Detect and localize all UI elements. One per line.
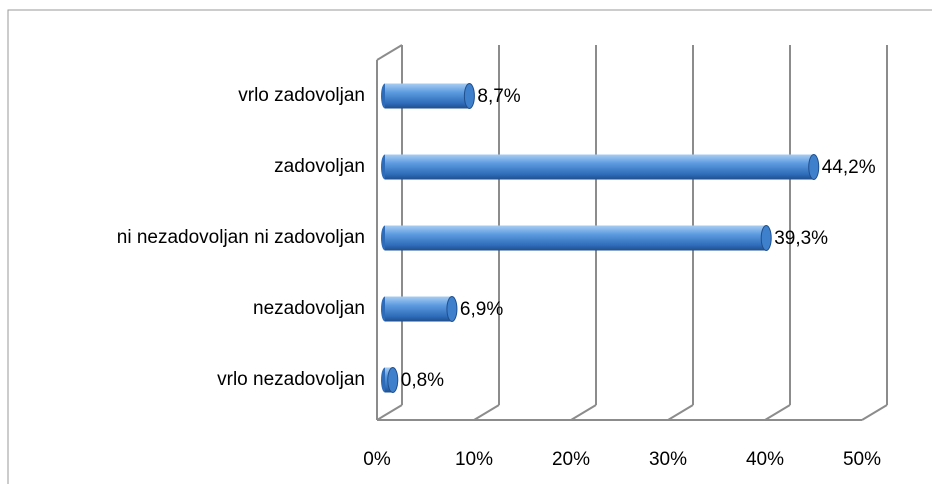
y-tick-label: ni nezadovoljan ni zadovoljan <box>117 227 365 248</box>
bar-cap <box>808 154 820 180</box>
x-tick-label: 10% <box>455 449 493 470</box>
value-label: 44,2% <box>822 157 876 178</box>
grid-floor <box>376 404 403 421</box>
value-label: 6,9% <box>460 299 503 320</box>
chart-frame <box>7 9 932 484</box>
x-tick-label: 20% <box>552 449 590 470</box>
y-tick-label: zadovoljan <box>274 156 365 177</box>
bar-cap <box>463 83 475 109</box>
y-tick-label: vrlo zadovoljan <box>238 85 365 106</box>
value-label: 39,3% <box>774 228 828 249</box>
x-tick-label: 40% <box>746 449 784 470</box>
value-label: 8,7% <box>477 86 520 107</box>
bar <box>385 83 470 109</box>
y-tick-label: vrlo nezadovoljan <box>217 369 365 390</box>
grid-floor <box>861 404 888 421</box>
bar-cap <box>387 367 399 393</box>
value-label: 0,8% <box>401 370 444 391</box>
bar <box>385 154 814 180</box>
x-tick-label: 0% <box>363 449 391 470</box>
x-tick-label: 30% <box>649 449 687 470</box>
grid-floor <box>667 404 694 421</box>
bar-cap <box>760 225 772 251</box>
y-tick-label: nezadovoljan <box>253 298 365 319</box>
x-tick-label: 50% <box>843 449 881 470</box>
axis-wall <box>376 44 403 61</box>
grid-floor <box>473 404 500 421</box>
bar <box>385 225 767 251</box>
bar-cap <box>446 296 458 322</box>
bar <box>385 296 452 322</box>
grid-floor <box>570 404 597 421</box>
grid-floor <box>764 404 791 421</box>
